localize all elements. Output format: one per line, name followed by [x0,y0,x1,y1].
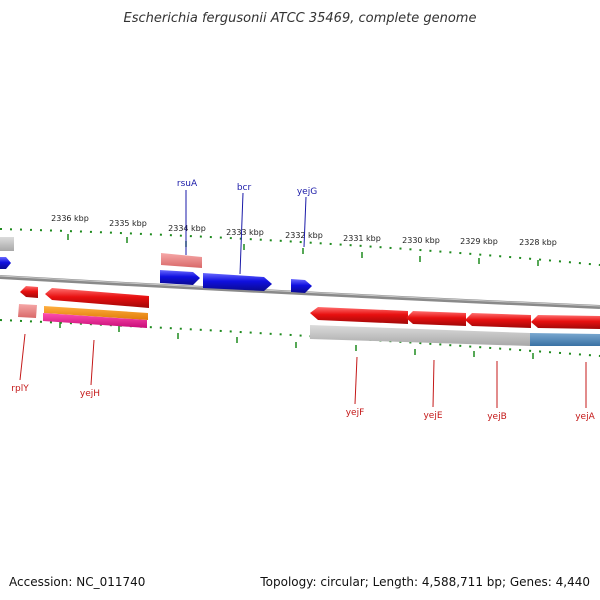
gene-arrow-yejA[interactable] [531,315,600,329]
accession-text: Accession: NC_011740 [9,575,145,589]
scale-label-2334: 2334 kbp [168,224,206,233]
scale-label-2329: 2329 kbp [460,237,498,246]
gene-label-yejF: yejF [346,408,365,418]
scale-label-2336: 2336 kbp [51,214,89,223]
inner-scale-ring [0,319,600,357]
gene-feature-grey-left[interactable] [0,237,14,251]
gene-label-yejH: yejH [80,389,100,399]
gene-label-yejA: yejA [575,412,595,422]
gene-arrow-rplY[interactable] [20,286,38,298]
gene-label-yejE: yejE [423,411,442,421]
gene-label-yejG: yejG [297,187,317,197]
gene-arrow-yejH[interactable] [45,288,149,308]
gene-arrow-rsuA[interactable] [160,270,200,285]
gene-label-rplY: rplY [11,384,29,394]
genome-summary-text: Topology: circular; Length: 4,588,711 bp… [259,575,590,589]
gene-label-yejB: yejB [487,412,507,422]
scale-label-2328: 2328 kbp [519,238,557,247]
gene-arrow-yejB[interactable] [465,313,531,328]
inner-major-ticks [59,322,534,359]
gene-arrow-bcr[interactable] [203,273,272,291]
map-title: Escherichia fergusonii ATCC 35469, compl… [124,11,477,26]
gene-arrow-left-edge[interactable] [0,257,11,269]
bottom-leader-lines [19,333,587,408]
gene-feature-grey-yej[interactable] [310,325,530,346]
gene-feature-orange-yejH[interactable] [44,306,148,320]
gene-feature-magenta-yejH[interactable] [43,313,147,328]
gene-arrow-yejF[interactable] [310,307,408,324]
scale-label-2335: 2335 kbp [109,219,147,228]
scale-label-2333: 2333 kbp [226,228,264,237]
gene-feature-pink-rplY[interactable] [18,304,37,318]
gene-arrow-yejG[interactable] [291,279,312,293]
gene-feature-pink-rsuA[interactable] [161,253,202,268]
scale-label-2330: 2330 kbp [402,236,440,245]
genome-backbone [0,275,600,309]
gene-feature-steel-yejA[interactable] [530,333,600,346]
gene-arrow-yejE[interactable] [406,311,466,326]
gene-label-bcr: bcr [237,183,252,193]
top-leader-lines [185,190,307,275]
gene-label-rsuA: rsuA [177,179,198,189]
outer-scale-ring [0,228,600,266]
scale-label-2331: 2331 kbp [343,234,381,243]
